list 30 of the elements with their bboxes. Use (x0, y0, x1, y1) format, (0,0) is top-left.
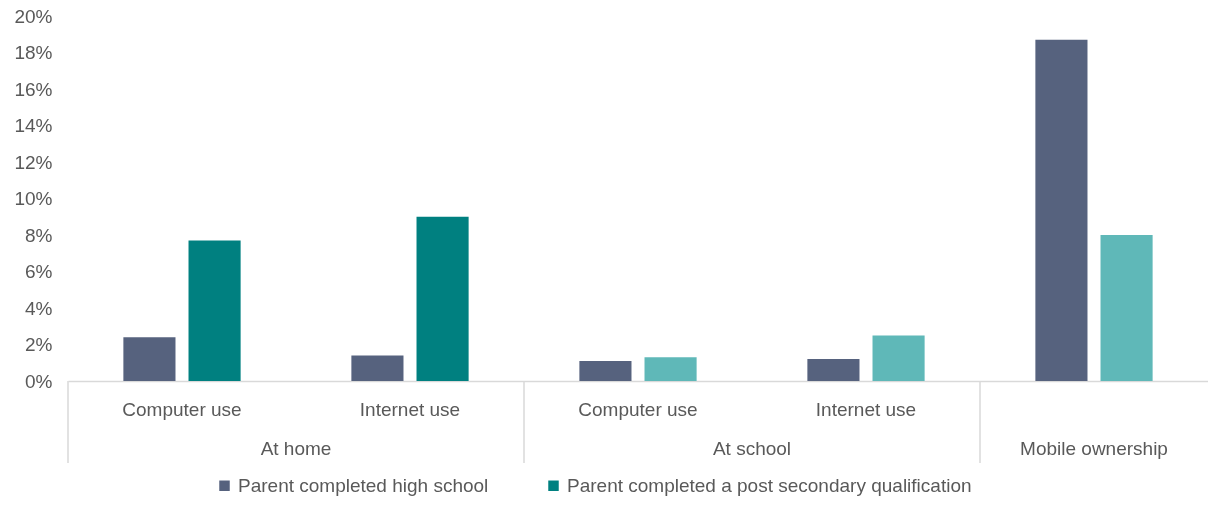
x-tick-label: Internet use (815, 399, 917, 420)
bar (416, 216, 469, 381)
y-tick-label: 16% (14, 78, 53, 100)
y-tick-label: 6% (25, 261, 53, 282)
bar (872, 335, 925, 381)
legend-label: Parent completed high school (238, 474, 489, 496)
y-tick-label: 10% (14, 188, 53, 209)
y-tick-label: 8% (25, 224, 53, 246)
y-tick-label: 14% (14, 115, 53, 136)
legend-label: Parent completed a post secondary qualification (567, 474, 972, 496)
x-tick-label: Internet use (359, 399, 461, 420)
y-tick-label: 18% (14, 42, 53, 63)
bar (188, 240, 241, 381)
text: At home (260, 438, 332, 459)
text: Mobile ownership (1020, 438, 1168, 459)
text: At school (712, 438, 792, 459)
bar (1035, 39, 1088, 381)
bar (807, 359, 860, 381)
y-tick-label: 2% (25, 334, 53, 355)
y-tick-label: 12% (14, 151, 53, 173)
x-tick-label: Computer use (578, 399, 698, 420)
bar (1100, 235, 1153, 381)
y-tick-label: 4% (25, 297, 53, 319)
bar (351, 355, 404, 381)
y-tick-label: 20% (14, 5, 53, 27)
bar (123, 337, 176, 381)
bar (579, 360, 632, 381)
y-tick-label: 0% (25, 370, 53, 392)
x-tick-label: Computer use (122, 399, 242, 420)
bar (644, 357, 697, 381)
